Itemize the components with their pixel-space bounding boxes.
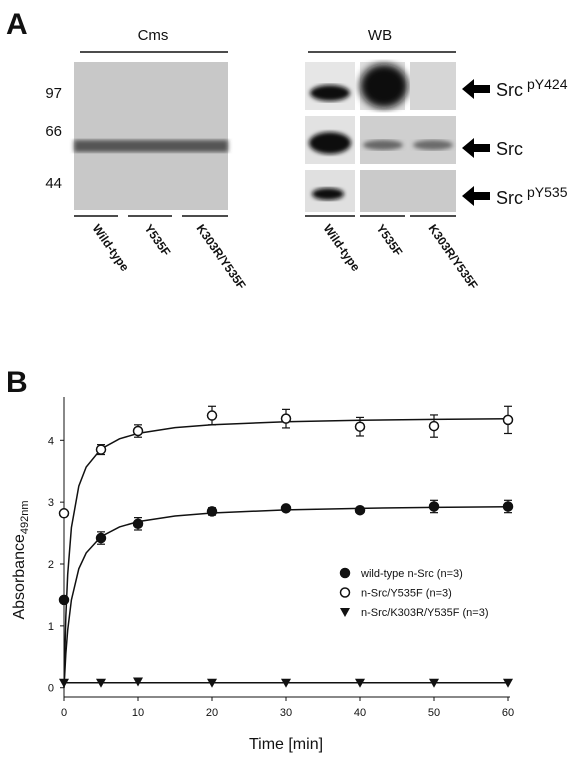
x-tick-label: 0 xyxy=(61,707,67,719)
legend-marker xyxy=(339,567,351,579)
marker xyxy=(206,410,218,421)
marker xyxy=(206,506,218,517)
mw-label: 66 xyxy=(45,123,62,140)
blot-title: WB xyxy=(368,27,392,44)
marker xyxy=(58,508,70,519)
legend-label: n-Src/K303R/Y535F (n=3) xyxy=(361,607,488,619)
panel-label: B xyxy=(6,366,28,399)
y-tick-label: 3 xyxy=(48,497,54,509)
marker xyxy=(502,501,514,512)
marker xyxy=(428,420,440,432)
mw-label: 97 xyxy=(45,85,62,102)
marker xyxy=(95,444,107,455)
legend-marker xyxy=(340,608,350,617)
y-axis-label-main: Absorbance xyxy=(11,534,28,619)
marker xyxy=(354,421,366,432)
x-axis-label: Time [min] xyxy=(249,736,323,753)
marker xyxy=(502,414,514,426)
marker xyxy=(428,501,440,512)
y-axis-label: Absorbance492nm xyxy=(11,500,31,619)
marker xyxy=(59,678,69,688)
marker xyxy=(429,678,439,688)
fit-curve xyxy=(63,417,509,688)
x-tick-label: 10 xyxy=(132,707,144,719)
gel-title: Cms xyxy=(138,27,169,44)
protein: Src xyxy=(496,80,523,100)
modification: pY424 xyxy=(527,76,568,92)
marker xyxy=(281,678,291,688)
marker xyxy=(354,504,366,516)
blot-row-label: Src xyxy=(496,139,523,159)
legend-label: n-Src/Y535F (n=3) xyxy=(361,588,452,600)
x-tick-label: 40 xyxy=(354,707,366,719)
lane-label: K303R/Y535F xyxy=(426,222,481,292)
y-tick-label: 2 xyxy=(48,559,54,571)
blot-row-label: Src pY535 xyxy=(496,184,568,208)
lane-label: Wild-type xyxy=(321,222,364,274)
marker xyxy=(355,678,365,688)
lane-label: Wild-type xyxy=(90,222,133,274)
fit-curve xyxy=(63,505,509,688)
x-tick-label: 50 xyxy=(428,707,440,719)
marker xyxy=(132,425,144,437)
x-tick-label: 60 xyxy=(502,707,514,719)
gel xyxy=(74,62,228,210)
panel-label: A xyxy=(6,8,28,41)
y-axis-label-sub: 492nm xyxy=(19,500,31,534)
marker xyxy=(96,678,106,688)
western-blots xyxy=(305,62,456,212)
marker xyxy=(95,532,107,544)
mw-label: 44 xyxy=(45,175,62,192)
legend-marker xyxy=(339,587,351,598)
marker xyxy=(280,503,292,514)
lane-label: Y535F xyxy=(142,222,174,259)
x-tick-label: 20 xyxy=(206,707,218,719)
blot-row-label: Src pY424 xyxy=(496,76,568,100)
modification: pY535 xyxy=(527,184,568,200)
arrows xyxy=(462,79,490,206)
marker xyxy=(132,518,144,530)
gel-band xyxy=(74,140,228,152)
marker xyxy=(133,677,143,687)
lane-label: K303R/Y535F xyxy=(194,222,249,292)
y-tick-label: 1 xyxy=(48,621,54,633)
marker xyxy=(58,594,70,606)
marker xyxy=(280,413,292,424)
y-tick-label: 0 xyxy=(48,683,54,695)
protein: Src xyxy=(496,188,523,208)
lane-label: Y535F xyxy=(374,222,406,259)
y-tick-label: 4 xyxy=(48,435,54,447)
marker xyxy=(503,678,513,688)
x-tick-label: 30 xyxy=(280,707,292,719)
legend-label: wild-type n-Src (n=3) xyxy=(360,568,463,580)
marker xyxy=(207,678,217,688)
